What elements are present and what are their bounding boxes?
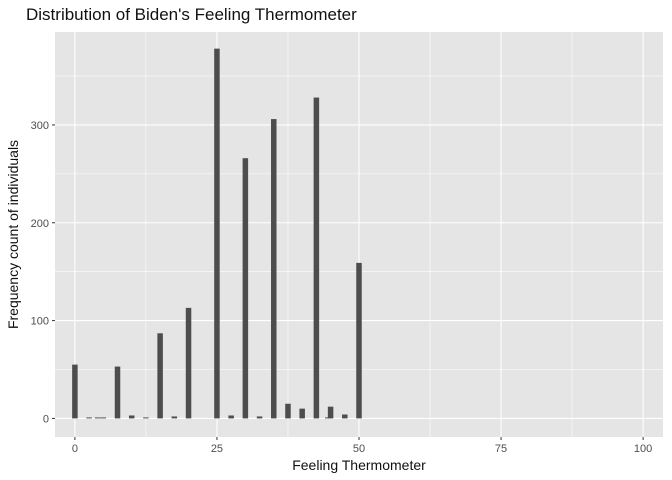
y-axis-ticks: 0 100 200 300: [31, 120, 55, 425]
histogram-bar: [86, 417, 92, 419]
histogram-bar: [271, 119, 277, 419]
x-tick-label: 25: [211, 443, 223, 455]
y-tick-label: 200: [31, 218, 49, 230]
y-tick-label: 0: [43, 413, 49, 425]
y-tick-label: 300: [31, 120, 49, 132]
chart-title: Distribution of Biden's Feeling Thermome…: [26, 5, 357, 24]
histogram-bar: [157, 333, 163, 419]
histogram-bar: [185, 307, 192, 419]
histogram-bar: [299, 408, 305, 419]
histogram-bar: [171, 416, 178, 419]
y-axis-title: Frequency count of individuals: [5, 140, 21, 329]
histogram-bar: [242, 158, 249, 419]
histogram-bar: [342, 414, 348, 419]
histogram-bar: [94, 417, 101, 419]
histogram-bar: [128, 415, 135, 419]
x-tick-label: 0: [72, 443, 78, 455]
histogram-bar: [285, 403, 291, 419]
histogram-bar: [256, 416, 263, 419]
x-tick-label: 50: [353, 443, 365, 455]
x-tick-label: 100: [634, 443, 652, 455]
histogram-bar: [356, 262, 362, 419]
histogram-bar: [114, 366, 121, 419]
histogram-bar: [313, 97, 320, 419]
histogram-bar: [214, 48, 220, 419]
histogram-bar: [327, 406, 334, 419]
histogram-bar: [228, 415, 234, 419]
histogram-bar: [100, 417, 107, 419]
x-axis-ticks: 0 25 50 75 100: [72, 437, 652, 455]
bars: [72, 48, 362, 419]
histogram-bar: [324, 417, 331, 419]
histogram-bar: [143, 417, 149, 419]
histogram-bar: [72, 364, 78, 419]
x-tick-label: 75: [495, 443, 507, 455]
x-axis-title: Feeling Thermometer: [292, 457, 426, 473]
y-tick-label: 100: [31, 316, 49, 328]
